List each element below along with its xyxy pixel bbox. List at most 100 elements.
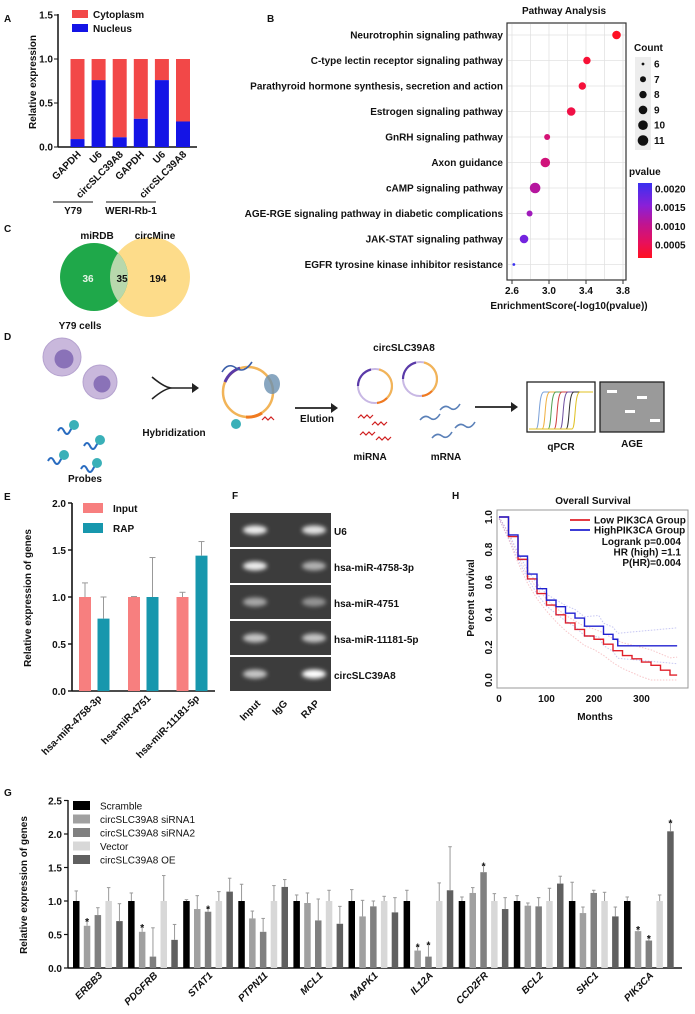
a-bar-nucleus bbox=[133, 118, 148, 147]
panel-label: E bbox=[4, 492, 11, 503]
b-dot bbox=[566, 107, 576, 116]
g-bar bbox=[83, 925, 91, 968]
qpcr-plot-icon bbox=[526, 381, 596, 433]
arrowhead-icon bbox=[511, 402, 518, 412]
h-ci-upper bbox=[498, 516, 678, 659]
e-legend-swatch bbox=[83, 523, 103, 533]
e-bar-rap bbox=[146, 597, 159, 691]
h-ci-lower bbox=[498, 518, 678, 681]
f-gel-band bbox=[302, 525, 326, 535]
g-y-tick-label: 1.0 bbox=[48, 897, 62, 908]
panel-label: F bbox=[232, 491, 238, 502]
h-y-tick-label: 0.0 bbox=[484, 673, 495, 687]
g-bar bbox=[403, 901, 411, 968]
h-x-tick-label: 0 bbox=[496, 694, 502, 705]
f-gel-band bbox=[243, 525, 267, 535]
g-x-tick-label: PIK3CA bbox=[622, 970, 656, 1004]
g-bar bbox=[359, 916, 366, 968]
g-bar bbox=[645, 940, 653, 968]
g-legend-swatch bbox=[73, 814, 90, 824]
g-bar bbox=[204, 911, 212, 968]
age-band-icon bbox=[637, 396, 647, 399]
f-gel-band bbox=[243, 633, 267, 643]
g-bar bbox=[425, 956, 432, 968]
e-x-tick-label: hsa-miR-4751 bbox=[100, 693, 154, 747]
panel-label: D bbox=[4, 332, 11, 343]
probe-bead-icon bbox=[69, 420, 79, 430]
b-count-key-dot bbox=[638, 120, 648, 130]
a-y-tick-label: 0.0 bbox=[39, 143, 53, 154]
c-set-label: miRDB bbox=[80, 231, 113, 242]
g-bar bbox=[590, 892, 597, 968]
d-mirna-label: miRNA bbox=[353, 452, 386, 463]
a-group-label: Y79 bbox=[64, 206, 82, 217]
b-pathway-label: AGE-RGE signaling pathway in diabetic co… bbox=[245, 209, 504, 220]
e-y-tick-label: 1.5 bbox=[52, 546, 66, 557]
e-bar-rap bbox=[195, 555, 208, 691]
panel-label: G bbox=[4, 788, 12, 799]
g-bar bbox=[579, 913, 587, 968]
h-survival-curve bbox=[499, 516, 678, 647]
e-bar-input bbox=[176, 597, 189, 691]
d-age-label: AGE bbox=[621, 439, 643, 450]
g-x-tick-label: ERBB3 bbox=[73, 970, 105, 1002]
f-gel-band bbox=[243, 561, 267, 571]
c-set-label: circMine bbox=[135, 231, 176, 242]
h-x-label: Months bbox=[577, 712, 613, 723]
g-bar bbox=[480, 872, 487, 968]
b-dot bbox=[544, 134, 551, 140]
complex-arc-icon bbox=[245, 411, 263, 419]
g-bar bbox=[546, 901, 553, 968]
g-significance-star: * bbox=[416, 943, 420, 954]
b-x-tick-label: 3.0 bbox=[542, 286, 556, 297]
a-y-label: Relative expression bbox=[28, 35, 39, 129]
f-gel-band bbox=[302, 561, 326, 571]
c-count: 35 bbox=[116, 274, 128, 285]
b-count-title: Count bbox=[634, 43, 664, 54]
h-plot-area bbox=[496, 509, 689, 689]
panel-label: B bbox=[267, 14, 274, 25]
b-count-key-dot bbox=[639, 90, 647, 99]
f-row-label: hsa-miR-4751 bbox=[334, 599, 399, 610]
b-count-key-label: 6 bbox=[654, 60, 660, 71]
g-bar bbox=[535, 906, 542, 968]
g-legend-label: circSLC39A8 siRNA1 bbox=[100, 815, 195, 826]
age-band-icon bbox=[607, 390, 617, 393]
b-count-key-label: 8 bbox=[654, 90, 660, 101]
g-y-tick-label: 2.0 bbox=[48, 830, 62, 841]
g-significance-star: * bbox=[636, 925, 640, 936]
a-bar-cytoplasm bbox=[154, 59, 169, 81]
d-circ-label: circSLC39A8 bbox=[373, 343, 435, 354]
e-y-tick-label: 2.0 bbox=[52, 499, 66, 510]
a-y-tick-label: 0.5 bbox=[39, 99, 53, 110]
f-row-label: circSLC39A8 bbox=[334, 671, 396, 682]
e-y-tick-label: 1.0 bbox=[52, 593, 66, 604]
a-bar-cytoplasm bbox=[133, 59, 148, 119]
arrowhead-icon bbox=[331, 403, 338, 413]
age-gel-icon bbox=[599, 381, 665, 433]
b-count-key-label: 9 bbox=[654, 105, 660, 116]
b-dot bbox=[540, 157, 551, 168]
b-pvalue-tick-label: 0.0020 bbox=[655, 184, 686, 195]
qpcr-curve-icon bbox=[529, 391, 593, 430]
f-gel-band bbox=[302, 597, 326, 607]
a-legend-swatch bbox=[72, 24, 88, 32]
g-bar bbox=[128, 901, 135, 968]
circrna-arc-icon bbox=[401, 361, 417, 380]
h-y-tick-label: 0.2 bbox=[484, 640, 495, 654]
f-gel-band bbox=[302, 633, 326, 643]
a-legend-swatch bbox=[72, 10, 88, 18]
g-bar bbox=[171, 939, 178, 968]
circrna-arc-icon bbox=[421, 390, 433, 398]
mirna-icon bbox=[359, 431, 376, 436]
b-pathway-label: Estrogen signaling pathway bbox=[370, 107, 503, 118]
e-y-tick-label: 0.0 bbox=[52, 687, 66, 698]
b-dot bbox=[529, 182, 541, 194]
b-count-key-label: 10 bbox=[654, 121, 666, 132]
g-bar bbox=[94, 915, 102, 968]
h-x-tick-label: 100 bbox=[538, 694, 555, 705]
e-bar-rap bbox=[97, 618, 110, 691]
g-bar bbox=[601, 901, 608, 968]
mrna-icon bbox=[419, 413, 441, 421]
bead-icon bbox=[264, 374, 280, 394]
